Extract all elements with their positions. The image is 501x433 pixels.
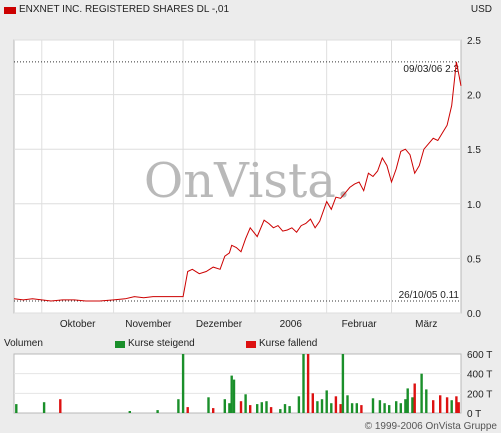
volume-bar xyxy=(279,409,282,413)
price-y-tick-label: 0.5 xyxy=(467,254,481,265)
volume-y-tick-label: 200 T xyxy=(467,389,492,400)
legend-swatch-rising xyxy=(115,341,125,348)
volume-bar xyxy=(244,394,247,413)
volume-bar xyxy=(413,383,416,413)
volume-plot-area xyxy=(13,353,462,414)
volume-bar xyxy=(325,390,328,413)
price-y-tick-label: 0.0 xyxy=(467,309,481,320)
volume-bar xyxy=(439,395,442,413)
volume-bar xyxy=(425,389,428,413)
price-x-tick-label: 2006 xyxy=(280,319,303,330)
volume-bar xyxy=(399,403,402,413)
volume-bar xyxy=(406,388,409,413)
volume-bar xyxy=(432,400,435,413)
price-series-line xyxy=(13,61,462,302)
price-x-tick-label: März xyxy=(415,319,437,330)
volume-title: Volumen xyxy=(4,338,43,349)
volume-bar xyxy=(388,405,391,413)
volume-bar xyxy=(42,402,46,413)
volume-bar xyxy=(283,404,287,413)
volume-bar xyxy=(339,404,342,413)
volume-bar xyxy=(355,403,358,413)
volume-bar xyxy=(445,397,449,413)
chart-title: ENXNET INC. REGISTERED SHARES DL -,01 xyxy=(19,4,230,15)
volume-bar xyxy=(228,403,231,413)
volume-bar xyxy=(156,410,159,413)
volume-bar xyxy=(239,401,243,413)
price-y-tick-label: 2.5 xyxy=(467,36,481,47)
volume-y-tick-label: 400 T xyxy=(467,370,492,381)
price-y-tick-label: 2.0 xyxy=(467,91,481,102)
volume-bar xyxy=(249,405,252,413)
price-y-tick-label: 1.5 xyxy=(467,145,481,156)
volume-bar xyxy=(297,396,301,413)
volume-bar xyxy=(177,399,180,413)
volume-bar xyxy=(378,400,382,413)
volume-bar xyxy=(320,399,324,413)
legend-swatch-falling xyxy=(246,341,256,348)
volume-bar xyxy=(395,401,398,413)
annotation-label: 09/03/06 2.3 xyxy=(403,64,459,75)
watermark-logo: OnVista. xyxy=(144,153,351,209)
volume-bar xyxy=(334,396,338,413)
volume-bar xyxy=(265,401,268,413)
volume-bar xyxy=(230,375,233,413)
volume-bar xyxy=(457,402,460,413)
volume-bar xyxy=(223,399,226,413)
volume-bar xyxy=(404,399,407,413)
volume-bar xyxy=(232,379,236,413)
volume-bar xyxy=(371,398,375,414)
volume-bar xyxy=(411,397,414,413)
annotation-label: 26/10/05 0.11 xyxy=(399,290,460,301)
currency-label: USD xyxy=(470,4,492,15)
volume-bar xyxy=(383,403,386,413)
volume-bar xyxy=(269,407,273,413)
volume-bar xyxy=(181,354,185,413)
volume-bar xyxy=(346,395,349,413)
volume-bar xyxy=(450,400,453,413)
volume-bar xyxy=(306,354,310,413)
volume-bar xyxy=(455,396,458,413)
volume-y-tick-label: 0 T xyxy=(467,409,481,420)
price-x-tick-label: November xyxy=(125,319,172,330)
volume-y-tick-label: 600 T xyxy=(467,350,492,361)
volume-bar xyxy=(15,404,18,413)
volume-bar xyxy=(260,402,263,413)
volume-bar xyxy=(311,393,314,413)
volume-bar xyxy=(186,407,189,413)
legend-label-falling: Kurse fallend xyxy=(259,338,318,349)
volume-bar xyxy=(316,401,319,413)
price-x-tick-label: Februar xyxy=(342,319,378,330)
price-x-tick-label: Oktober xyxy=(60,319,96,330)
volume-bar xyxy=(360,405,363,413)
title-swatch xyxy=(4,7,16,14)
volume-bar xyxy=(207,397,210,413)
copyright: © 1999-2006 OnVista Gruppe xyxy=(364,421,497,432)
volume-bar xyxy=(212,408,215,413)
legend-label-rising: Kurse steigend xyxy=(128,338,195,349)
volume-bar xyxy=(288,406,291,413)
volume-bar xyxy=(128,411,131,413)
price-y-tick-label: 1.0 xyxy=(467,200,481,211)
volume-bar xyxy=(341,354,345,413)
price-x-tick-label: Dezember xyxy=(196,319,243,330)
volume-bar xyxy=(302,354,305,413)
volume-bar xyxy=(59,399,62,413)
volume-bar xyxy=(420,373,423,413)
volume-bar xyxy=(256,404,259,413)
volume-bar xyxy=(330,403,333,413)
volume-bar xyxy=(350,403,354,413)
